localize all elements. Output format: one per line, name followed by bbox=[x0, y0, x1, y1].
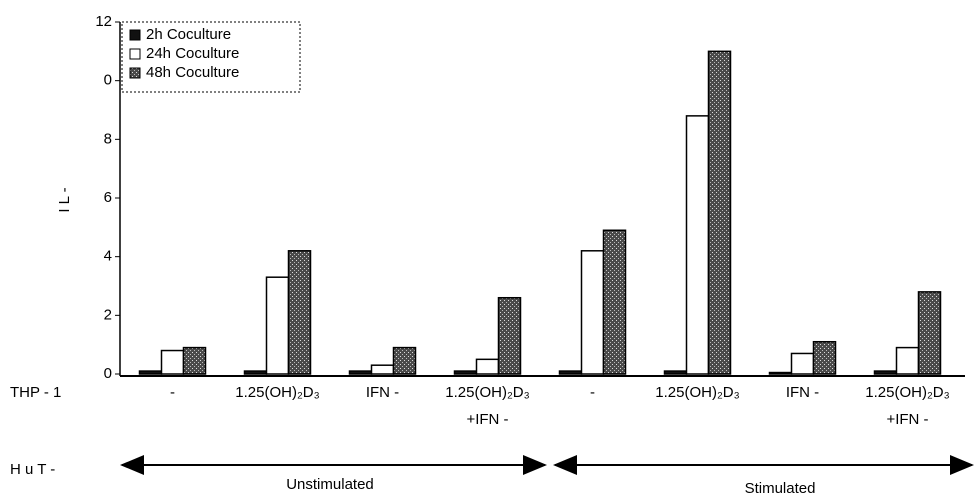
legend-swatch bbox=[129, 48, 141, 60]
bar bbox=[580, 250, 605, 375]
legend-swatch bbox=[129, 67, 141, 79]
y-tick-label: 4 bbox=[104, 248, 112, 265]
bar bbox=[182, 346, 207, 375]
y-tick-label: 2 bbox=[104, 306, 112, 323]
x-tick-label: +IFN - bbox=[466, 411, 508, 428]
legend bbox=[121, 21, 301, 93]
legend-label: 2h Coculture bbox=[146, 26, 231, 43]
y-tick-label: 0 bbox=[104, 365, 112, 382]
x-tick-label: IFN - bbox=[786, 384, 819, 401]
x-tick-label: 1.25(OH)₂D₃ bbox=[865, 384, 949, 401]
bar bbox=[685, 115, 710, 375]
bar bbox=[873, 370, 898, 375]
x-tick-label: IFN - bbox=[366, 384, 399, 401]
y-tick-label: 0 bbox=[104, 72, 112, 89]
x-tick-label: +IFN - bbox=[886, 411, 928, 428]
legend-swatch bbox=[129, 29, 141, 41]
bar bbox=[475, 358, 500, 375]
bar bbox=[768, 371, 793, 375]
bar bbox=[707, 50, 732, 375]
bar bbox=[497, 296, 522, 375]
bar bbox=[160, 349, 185, 375]
group-label: Unstimulated bbox=[286, 476, 374, 493]
bar bbox=[392, 346, 417, 375]
x-tick-label: - bbox=[170, 384, 175, 401]
x-tick-label: 1.25(OH)₂D₃ bbox=[445, 384, 529, 401]
bar bbox=[663, 370, 688, 375]
bar bbox=[265, 276, 290, 375]
bar bbox=[138, 370, 163, 375]
bar bbox=[602, 229, 627, 375]
y-tick-label: 8 bbox=[104, 130, 112, 147]
row-label: THP - 1 bbox=[10, 384, 61, 401]
group-label: Stimulated bbox=[745, 480, 816, 497]
bar bbox=[287, 250, 312, 375]
bar bbox=[558, 370, 583, 375]
bar bbox=[453, 370, 478, 375]
bar bbox=[243, 370, 268, 375]
y-axis-label: I L - bbox=[56, 187, 73, 212]
y-tick-label: 6 bbox=[104, 189, 112, 206]
bar bbox=[895, 346, 920, 375]
row-label: H u T - bbox=[10, 461, 55, 478]
x-tick-label: 1.25(OH)₂D₃ bbox=[655, 384, 739, 401]
bar bbox=[348, 370, 373, 375]
bar bbox=[790, 352, 815, 375]
bar bbox=[917, 291, 942, 375]
bar bbox=[812, 340, 837, 375]
x-tick-label: - bbox=[590, 384, 595, 401]
x-tick-label: 1.25(OH)₂D₃ bbox=[235, 384, 319, 401]
legend-label: 24h Coculture bbox=[146, 45, 239, 62]
bar bbox=[370, 364, 395, 375]
y-tick-label: 12 bbox=[95, 13, 112, 30]
legend-label: 48h Coculture bbox=[146, 64, 239, 81]
